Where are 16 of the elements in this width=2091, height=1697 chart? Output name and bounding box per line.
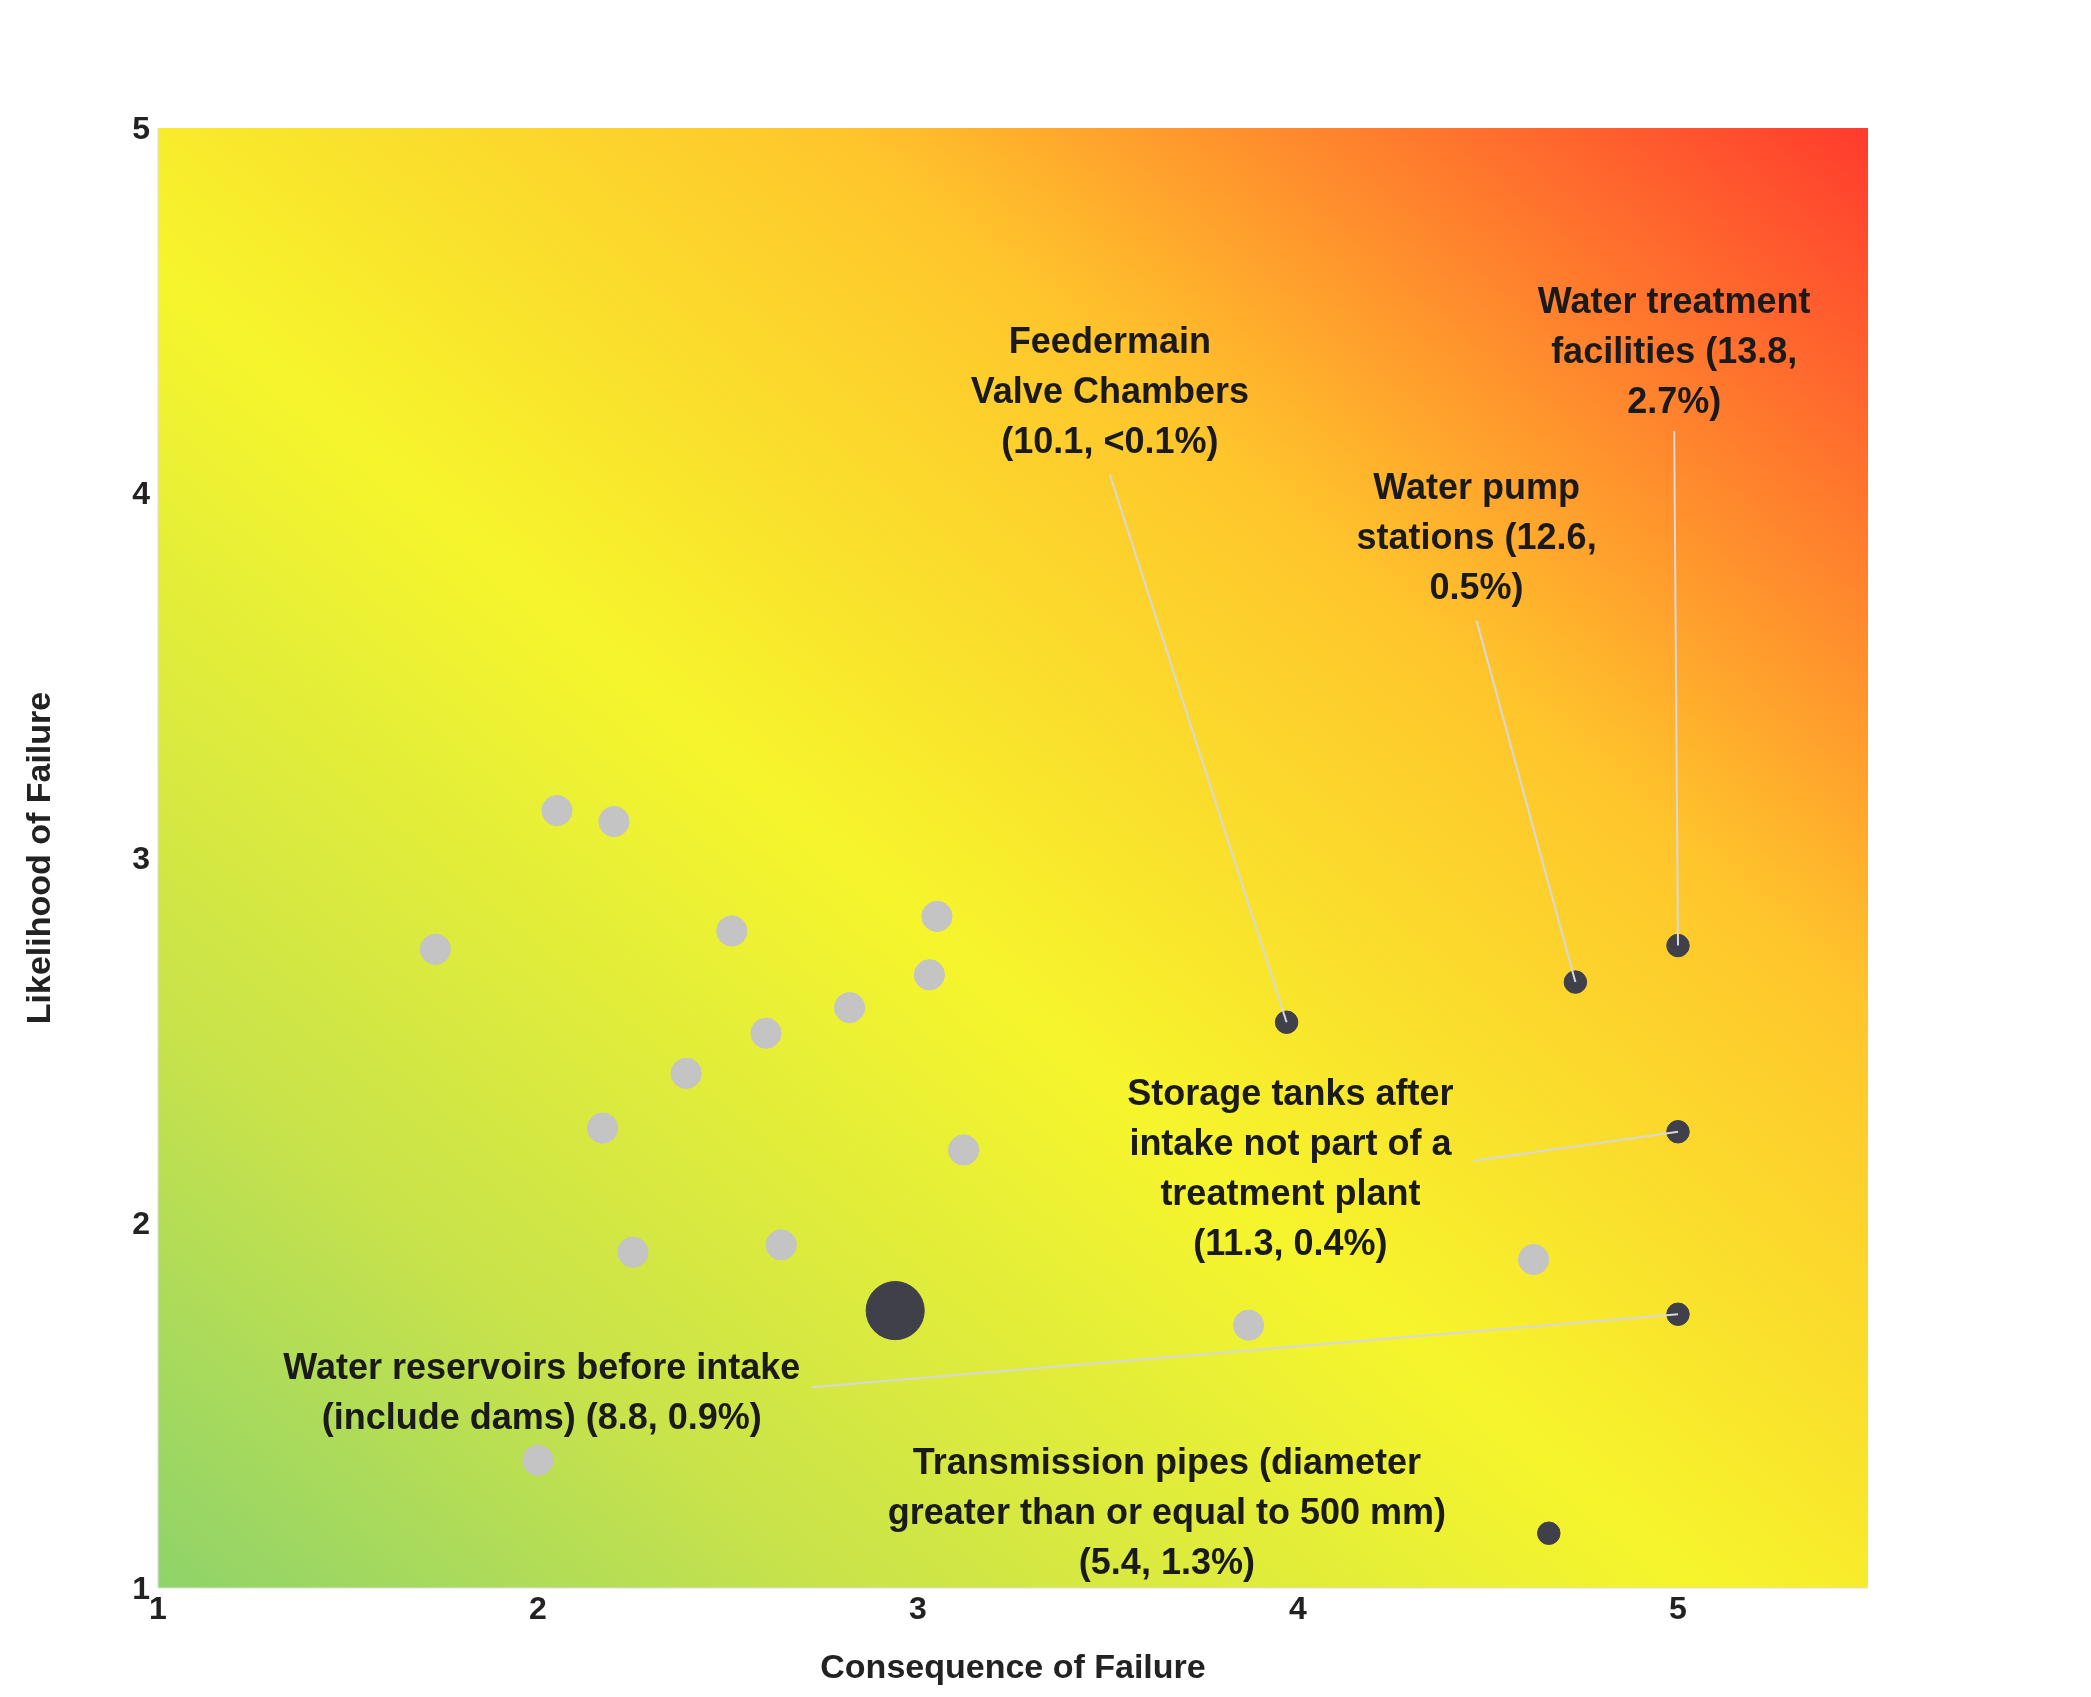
annotation: Water pump stations (12.6, 0.5%) [1356, 465, 1597, 607]
y-tick-label: 4 [132, 475, 151, 512]
y-axis-title: Likelihood of Failure [19, 691, 58, 1025]
y-tick-label: 5 [132, 110, 150, 147]
annotation: Water reservoirs before intake (include dams) (8.8, 0.9%) [283, 1345, 801, 1437]
x-tick-label: 4 [1289, 1589, 1308, 1626]
x-tick-label: 5 [1669, 1589, 1687, 1626]
y-tick-label: 2 [132, 1205, 150, 1242]
x-axis-title: Consequence of Failure [820, 1647, 1206, 1685]
x-tick-label: 2 [529, 1589, 547, 1626]
annotation: Storage tanks after intake not part of a treatment plant (11.3, 0.4%) [1127, 1071, 1454, 1263]
x-tick-label: 3 [909, 1589, 927, 1626]
y-tick-label: 3 [132, 840, 150, 877]
annotation: Transmission pipes (diameter greater than or equal to 500 mm) (5.4, 1.3%) [887, 1440, 1446, 1582]
annotation: Feedermain Valve Chambers (10.1, <0.1%) [970, 319, 1249, 461]
annotation: Water treatment facilities (13.8, 2.7%) [1537, 279, 1811, 421]
